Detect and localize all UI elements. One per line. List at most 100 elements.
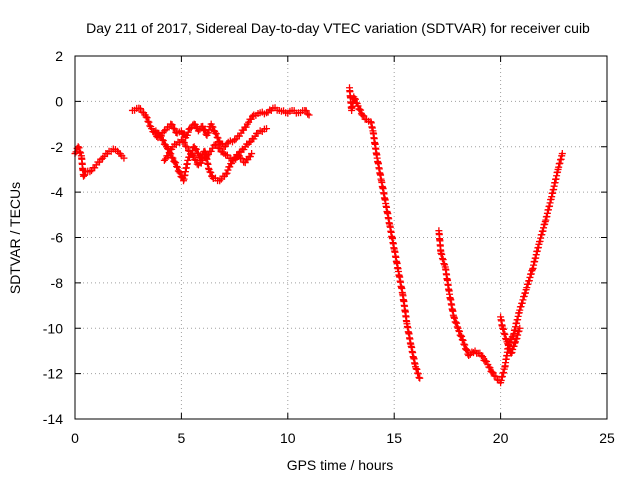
data-point-arc3 [193, 149, 201, 157]
data-point-arc6 [453, 319, 461, 327]
data-point-arc2 [223, 140, 231, 148]
data-point-arc2 [305, 111, 313, 119]
data-point-arc4 [186, 147, 194, 155]
data-point-arc3 [173, 163, 181, 171]
data-point-arc2 [247, 115, 255, 123]
data-point-arc4 [182, 142, 190, 150]
chart-title: Day 211 of 2017, Sidereal Day-to-day VTE… [86, 20, 590, 36]
data-point-arc2 [191, 121, 199, 129]
data-point-arc6 [463, 346, 471, 354]
data-point-arc4 [192, 156, 200, 164]
data-point-arc3 [168, 153, 176, 161]
data-point-arc2 [194, 127, 202, 135]
data-point-arc2 [266, 106, 274, 114]
data-point-arc6 [455, 327, 463, 335]
data-point-arc6 [488, 368, 496, 376]
data-point-arc5 [357, 106, 365, 114]
data-points [71, 84, 566, 387]
data-point-arc5 [414, 370, 422, 378]
data-point-arc6 [453, 323, 461, 331]
data-point-arc4 [245, 138, 253, 146]
data-point-arc7 [499, 324, 507, 332]
data-point-arc6 [450, 313, 458, 321]
data-point-arc2 [212, 130, 220, 138]
data-point-arc2 [209, 123, 217, 131]
y-tick-label: -14 [43, 411, 63, 427]
y-tick-label: -4 [51, 184, 64, 200]
data-point-arc2 [144, 117, 152, 125]
data-point-arc2 [302, 107, 310, 115]
data-point-arc2 [231, 136, 239, 144]
data-point-arc6 [461, 345, 469, 353]
data-point-arc4 [180, 139, 188, 147]
y-axis-title: SDTVAR / TECUs [7, 182, 23, 294]
data-point-arc2 [186, 125, 194, 133]
data-point-arc3 [192, 145, 200, 153]
data-point-arc6 [483, 358, 491, 366]
data-point-arc7 [499, 325, 507, 333]
data-point-arc6 [459, 336, 467, 344]
data-point-arc3 [171, 158, 179, 166]
data-point-arc6 [456, 331, 464, 339]
x-tick-label: 15 [386, 430, 402, 446]
data-point-arc4 [183, 143, 191, 151]
data-point-arc6 [485, 363, 493, 371]
y-tick-label: 2 [55, 48, 63, 64]
data-point-arc7 [501, 330, 509, 338]
data-point-arc4 [179, 138, 187, 146]
data-point-arc5 [360, 112, 368, 120]
data-point-arc3 [194, 150, 202, 158]
data-point-arc6 [477, 351, 485, 359]
data-point-arc7 [504, 340, 512, 348]
data-point-arc7 [505, 344, 513, 352]
data-point-arc1 [120, 154, 128, 162]
data-point-arc5 [415, 373, 423, 381]
data-point-arc6 [460, 340, 468, 348]
data-point-arc4 [263, 125, 271, 133]
data-point-arc5 [358, 111, 366, 119]
data-point-arc4 [160, 156, 168, 164]
data-point-arc2 [143, 114, 151, 122]
data-point-arc3 [158, 136, 166, 144]
data-point-arc6 [479, 353, 487, 361]
data-point-arc2 [183, 131, 191, 139]
x-axis-title: GPS time / hours [287, 457, 394, 473]
data-point-arc2 [168, 121, 176, 129]
data-point-arc7 [513, 335, 521, 343]
data-point-arc3 [246, 153, 254, 161]
data-point-arc7 [510, 342, 518, 350]
y-tick-label: -6 [51, 230, 64, 246]
data-point-arc6 [457, 332, 465, 340]
data-point-arc3 [176, 169, 184, 177]
data-point-arc7 [511, 339, 519, 347]
data-point-arc7 [509, 345, 517, 353]
data-point-arc3 [172, 159, 180, 167]
data-point-arc3 [223, 169, 231, 177]
data-point-arc2 [142, 113, 150, 121]
data-point-arc7 [507, 349, 515, 357]
data-point-arc2 [145, 118, 153, 126]
x-tick-label: 20 [493, 430, 509, 446]
data-point-arc1 [81, 171, 89, 179]
data-point-arc6 [486, 364, 494, 372]
data-point-arc6 [437, 249, 445, 257]
data-point-arc3 [169, 154, 177, 162]
data-point-arc6 [438, 250, 446, 258]
y-tick-label: -12 [43, 366, 63, 382]
data-point-arc1 [86, 168, 94, 176]
data-point-arc3 [175, 168, 183, 176]
data-point-arc1 [76, 148, 84, 156]
data-point-arc3 [159, 136, 167, 144]
x-tick-label: 10 [280, 430, 296, 446]
data-point-arc6 [558, 150, 566, 158]
data-point-arc7 [500, 329, 508, 337]
x-tick-label: 5 [178, 430, 186, 446]
data-point-arc3 [156, 131, 164, 139]
data-point-arc3 [157, 132, 165, 140]
data-point-arc4 [216, 144, 224, 152]
data-point-arc5 [354, 102, 362, 110]
data-point-arc7 [514, 331, 522, 339]
data-point-arc6 [451, 318, 459, 326]
